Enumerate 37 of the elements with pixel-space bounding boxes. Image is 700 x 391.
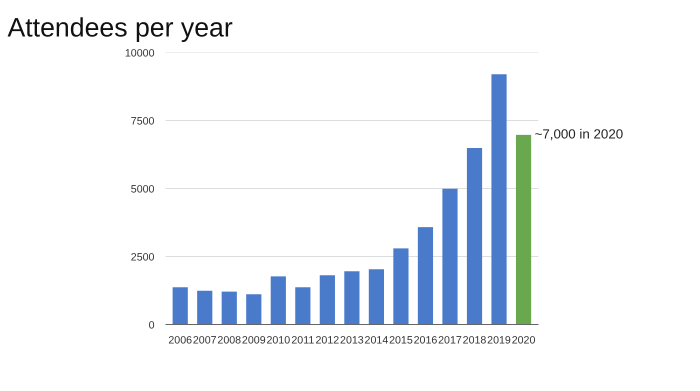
x-tick-label: 2015 bbox=[389, 334, 413, 346]
x-tick-label: 2014 bbox=[364, 334, 388, 346]
x-tick-label: 2008 bbox=[217, 334, 242, 346]
y-tick-label: 7500 bbox=[130, 116, 155, 128]
bar bbox=[344, 271, 360, 324]
x-tick-label: 2013 bbox=[340, 334, 364, 346]
x-tick-label: 2011 bbox=[291, 334, 314, 346]
bar bbox=[368, 269, 384, 324]
x-tick-label: 2016 bbox=[414, 334, 438, 346]
y-tick-label: 5000 bbox=[130, 184, 155, 196]
y-tick-label: 0 bbox=[148, 320, 155, 332]
x-tick-label: 2017 bbox=[438, 334, 462, 346]
x-tick-label: 2018 bbox=[462, 334, 486, 346]
y-tick-label: 10000 bbox=[124, 48, 155, 60]
x-tick-label: 2020 bbox=[512, 334, 536, 346]
y-tick-label: 2500 bbox=[130, 252, 155, 264]
bar bbox=[516, 134, 532, 324]
x-tick-label: 2019 bbox=[487, 334, 511, 346]
chart-title: Attendees per year bbox=[8, 12, 233, 42]
bar bbox=[222, 292, 237, 324]
bar bbox=[442, 188, 458, 324]
bar bbox=[418, 227, 434, 324]
x-tick-label: 2006 bbox=[168, 334, 192, 346]
bar bbox=[197, 290, 212, 324]
annotation: ~7,000 in 2020 bbox=[534, 126, 624, 142]
bar bbox=[491, 74, 507, 324]
bar bbox=[246, 294, 262, 324]
x-tick-label: 2010 bbox=[266, 334, 290, 346]
x-tick-label: 2007 bbox=[192, 334, 217, 346]
bar bbox=[295, 287, 310, 324]
x-tick-label: 2012 bbox=[316, 334, 340, 346]
bar bbox=[270, 276, 286, 324]
bar bbox=[172, 287, 188, 324]
x-tick-label: 2009 bbox=[242, 334, 266, 346]
bar bbox=[320, 275, 335, 324]
bar bbox=[393, 248, 409, 324]
bar bbox=[466, 148, 482, 324]
